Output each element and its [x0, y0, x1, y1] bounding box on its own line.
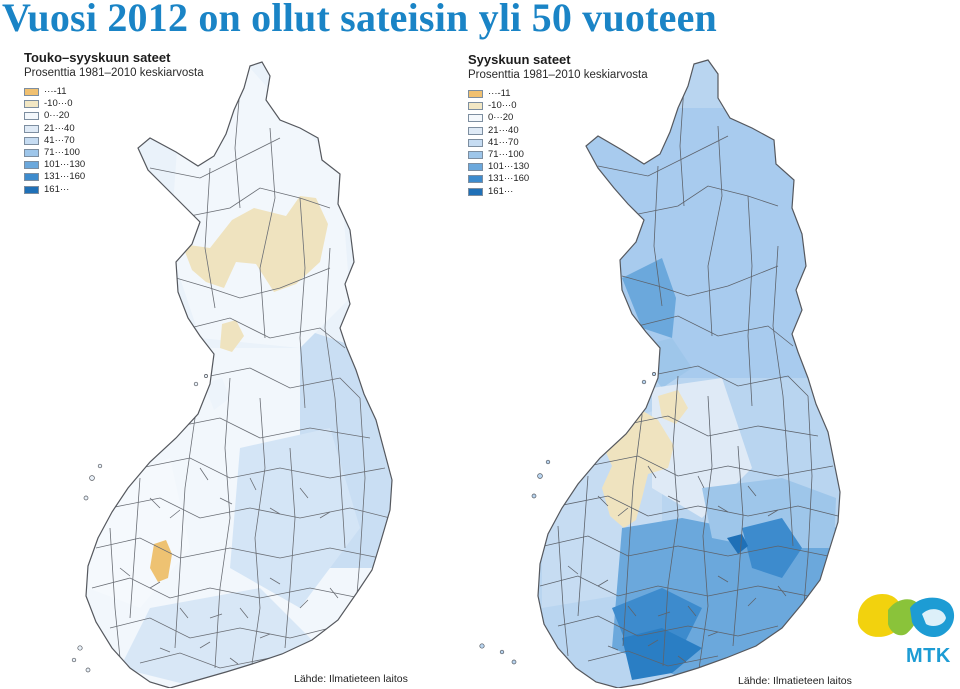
legend-item: 161···	[24, 184, 204, 196]
legend-item: 41···70	[24, 135, 204, 147]
municipal-borders-left	[91, 87, 391, 679]
legend-label: 41···70	[488, 136, 519, 148]
legend-swatch	[468, 187, 483, 196]
source-label: Lähde: Ilmatieteen laitos	[294, 673, 408, 685]
legend-swatch	[468, 138, 483, 147]
legend-swatch	[468, 163, 483, 172]
legend-label: 131···160	[44, 171, 86, 183]
legend-label: 161···	[488, 185, 514, 197]
legend-swatch	[468, 151, 483, 160]
legend-swatch	[24, 124, 39, 133]
map-title: Syyskuun sateet	[468, 52, 571, 67]
legend-swatch	[24, 173, 39, 182]
legend-swatch	[468, 90, 483, 99]
source-label: Lähde: Ilmatieteen laitos	[738, 675, 852, 687]
legend-left: Touko–syyskuun sateet Prosenttia 1981–20…	[24, 50, 204, 196]
legend-item: -10···0	[468, 100, 648, 112]
legend-label: 21···40	[44, 122, 75, 134]
page-title: Vuosi 2012 on ollut sateisin yli 50 vuot…	[2, 0, 718, 40]
legend-label: -10···0	[488, 100, 517, 112]
legend-swatch	[24, 112, 39, 121]
legend-label: 101···130	[488, 161, 530, 173]
legend-label: 21···40	[488, 124, 519, 136]
legend-item: 131···160	[468, 173, 648, 185]
municipal-borders-right	[539, 85, 839, 677]
legend-label: 131···160	[488, 173, 530, 185]
legend-swatch	[24, 88, 39, 97]
map-panel-may-september: Touko–syyskuun sateet Prosenttia 1981–20…	[0, 48, 470, 688]
legend-item: ···-11	[468, 88, 648, 100]
map-panel-september: Syyskuun sateet Prosenttia 1981–2010 kes…	[462, 48, 932, 688]
legend-label: 101···130	[44, 159, 86, 171]
finland-map-may-september	[71, 61, 393, 688]
legend-swatch	[468, 102, 483, 111]
legend-item: -10···0	[24, 98, 204, 110]
map-subtitle: Prosenttia 1981–2010 keskiarvosta	[24, 67, 204, 79]
legend-swatch	[24, 136, 39, 145]
legend-item: 71···100	[24, 147, 204, 159]
legend-item: 0···20	[24, 110, 204, 122]
legend-swatch	[468, 126, 483, 135]
legend-swatch	[24, 185, 39, 194]
legend-label: 71···100	[488, 149, 524, 161]
legend-swatch	[24, 161, 39, 170]
legend-item: 21···40	[468, 125, 648, 137]
map-subtitle: Prosenttia 1981–2010 keskiarvosta	[468, 69, 648, 81]
legend-item: 0···20	[468, 112, 648, 124]
legend-item: ···-11	[24, 86, 204, 98]
legend-item: 161···	[468, 186, 648, 198]
legend-swatch	[24, 100, 39, 109]
coastal-islands-right	[479, 372, 656, 665]
legend-items: ···-11 -10···0 0···20 21···40 41···70 71…	[468, 88, 648, 198]
legend-item: 21···40	[24, 123, 204, 135]
coastal-islands-left	[71, 374, 208, 673]
legend-label: ···-11	[44, 86, 67, 98]
legend-item: 101···130	[468, 161, 648, 173]
legend-label: 0···20	[488, 112, 514, 124]
logo-text: MTK	[906, 645, 951, 667]
legend-swatch	[468, 175, 483, 184]
map-title: Touko–syyskuun sateet	[24, 50, 171, 65]
mtk-logo: MTK	[852, 588, 960, 668]
legend-label: 0···20	[44, 110, 70, 122]
region-fills-right	[542, 108, 838, 680]
legend-label: 161···	[44, 183, 70, 195]
legend-right: Syyskuun sateet Prosenttia 1981–2010 kes…	[468, 52, 648, 198]
legend-item: 101···130	[24, 159, 204, 171]
mtk-logo-icon	[857, 594, 955, 638]
legend-label: 41···70	[44, 134, 75, 146]
legend-label: -10···0	[44, 98, 73, 110]
legend-swatch	[24, 149, 39, 158]
legend-items: ···-11 -10···0 0···20 21···40 41···70 71…	[24, 86, 204, 196]
legend-label: 71···100	[44, 147, 80, 159]
finland-map-september	[479, 59, 841, 688]
legend-label: ···-11	[488, 88, 511, 100]
legend-item: 71···100	[468, 149, 648, 161]
legend-swatch	[468, 114, 483, 123]
legend-item: 41···70	[468, 137, 648, 149]
legend-item: 131···160	[24, 171, 204, 183]
